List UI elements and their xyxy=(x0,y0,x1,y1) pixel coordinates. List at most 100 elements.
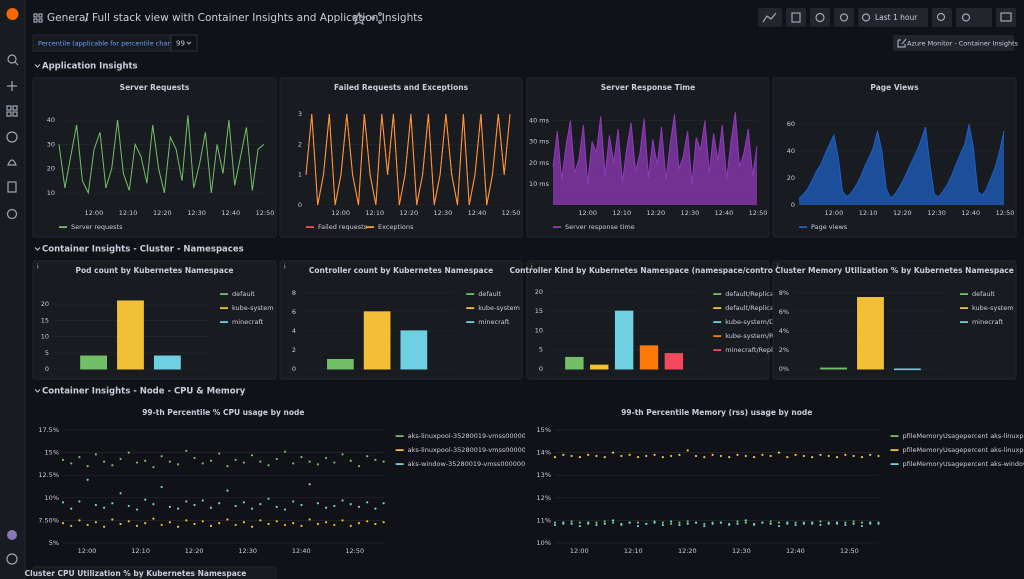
y-tick-label: 20 xyxy=(41,300,49,308)
sidebar-icons[interactable] xyxy=(6,54,19,565)
legend-label[interactable]: default/ReplicationController xyxy=(725,304,818,312)
legend-label[interactable]: aks-linuxpool-35280019-vmss000000 xyxy=(408,432,530,440)
variable-select[interactable] xyxy=(170,34,198,52)
point xyxy=(127,520,130,523)
point xyxy=(234,458,237,461)
y-tick-label: 1 xyxy=(298,171,302,179)
y-tick-label: 8% xyxy=(779,289,789,297)
legend-label[interactable]: kube-system xyxy=(972,304,1014,312)
row-title[interactable]: Container Insights - Node - CPU & Memory xyxy=(42,387,246,397)
point xyxy=(835,456,839,459)
legend-label[interactable]: kube-system xyxy=(478,304,520,312)
point xyxy=(736,453,739,456)
y-tick-label: 5 xyxy=(539,346,543,354)
variable-value[interactable]: 99 xyxy=(176,40,185,48)
chevron xyxy=(186,41,192,45)
legend-label[interactable]: minecraft xyxy=(478,318,510,326)
point xyxy=(802,454,805,458)
row-title[interactable]: Container Insights - Cluster - Namespace… xyxy=(42,245,244,255)
point xyxy=(686,522,689,525)
legend-swatch xyxy=(713,293,722,295)
point xyxy=(844,453,847,456)
link-text[interactable]: Azure Monitor - Container Insights xyxy=(907,40,1019,48)
row-chevron[interactable] xyxy=(34,389,41,393)
y-tick-label: 30 xyxy=(47,140,55,148)
dashboard-title: Full stack view with Container Insights … xyxy=(92,12,423,24)
panel xyxy=(32,566,277,579)
point xyxy=(267,522,270,526)
row-chevron[interactable] xyxy=(34,64,41,68)
point xyxy=(769,454,772,458)
legend-label[interactable]: Server requests xyxy=(71,223,123,231)
point xyxy=(275,520,278,523)
info-icon: i xyxy=(777,264,779,271)
legend-label[interactable]: default/ReplicaSet xyxy=(725,290,785,298)
legend-label[interactable]: Failed requests xyxy=(318,223,368,231)
line xyxy=(798,124,1005,200)
legend-label[interactable]: pfileMemoryUsagepercent aks-linuxpool-35… xyxy=(903,446,1024,454)
legend-label[interactable]: minecraft/ReplicaSet xyxy=(725,346,793,354)
point xyxy=(761,521,764,524)
legend-label[interactable]: Page views xyxy=(811,223,848,231)
legend-label[interactable]: kube-system xyxy=(232,304,274,312)
point xyxy=(300,456,303,459)
point xyxy=(209,459,213,462)
point xyxy=(324,456,328,460)
toolbar[interactable] xyxy=(758,8,1016,27)
row-chevron[interactable] xyxy=(34,247,41,251)
point xyxy=(603,522,606,525)
x-tick-label: 12:10 xyxy=(131,547,150,555)
legend-label[interactable]: pfileMemoryUsagepercent aks-window-35280… xyxy=(903,460,1024,468)
point xyxy=(144,459,147,462)
y-tick-label: 12% xyxy=(537,494,551,502)
x-tick-label: 12:00 xyxy=(78,547,97,555)
point xyxy=(226,518,229,521)
legend-label[interactable]: default xyxy=(972,290,995,298)
y-tick-label: 10% xyxy=(537,539,551,547)
point xyxy=(728,523,731,527)
row-title[interactable]: Application Insights xyxy=(42,62,138,72)
point xyxy=(694,454,698,458)
legend-label[interactable]: aks-linuxpool-35280019-vmss000001 xyxy=(408,446,530,454)
point xyxy=(366,455,369,458)
panel-title: Cluster CPU Utilization % by Kubernetes … xyxy=(25,569,247,578)
point xyxy=(661,523,664,527)
point xyxy=(300,503,303,507)
legend-label[interactable]: kube-system/ReplicaSet xyxy=(725,332,803,340)
legend-swatch xyxy=(890,435,899,437)
bar xyxy=(664,353,684,370)
y-tick-label: 5 xyxy=(45,349,49,357)
legend-label[interactable]: Exceptions xyxy=(378,223,414,231)
point xyxy=(620,523,623,527)
point xyxy=(678,523,681,527)
point xyxy=(827,522,830,525)
point xyxy=(819,520,822,523)
legend-swatch xyxy=(890,463,899,465)
bar xyxy=(117,300,144,370)
point xyxy=(218,452,221,455)
link-button[interactable] xyxy=(893,35,1014,51)
point xyxy=(94,521,97,524)
folder[interactable]: General xyxy=(47,12,88,24)
legend-label[interactable]: minecraft xyxy=(232,318,264,326)
point xyxy=(292,462,295,465)
legend-label[interactable]: Server response time xyxy=(565,223,635,231)
legend-swatch xyxy=(713,307,722,309)
point xyxy=(242,521,245,524)
legend-label[interactable]: default xyxy=(232,290,255,298)
point xyxy=(324,521,328,524)
legend-label[interactable]: pfileMemoryUsagepercent aks-linuxpool-35… xyxy=(903,432,1024,440)
logo[interactable] xyxy=(6,8,19,20)
title-icons[interactable] xyxy=(351,11,382,26)
time-range[interactable]: Last 1 hour xyxy=(875,13,918,22)
legend-label[interactable]: aks-window-35280019-vmss000000 xyxy=(408,460,526,468)
point xyxy=(201,499,204,502)
avatar[interactable] xyxy=(7,530,17,540)
legend-label[interactable]: minecraft xyxy=(972,318,1004,326)
point xyxy=(645,522,648,525)
point xyxy=(209,524,213,527)
panel-title: 99-th Percentile Memory (rss) usage by n… xyxy=(621,408,812,417)
legend-label[interactable]: kube-system/DaemonSet xyxy=(725,318,807,326)
legend-label[interactable]: default xyxy=(478,290,501,298)
point xyxy=(562,453,565,456)
